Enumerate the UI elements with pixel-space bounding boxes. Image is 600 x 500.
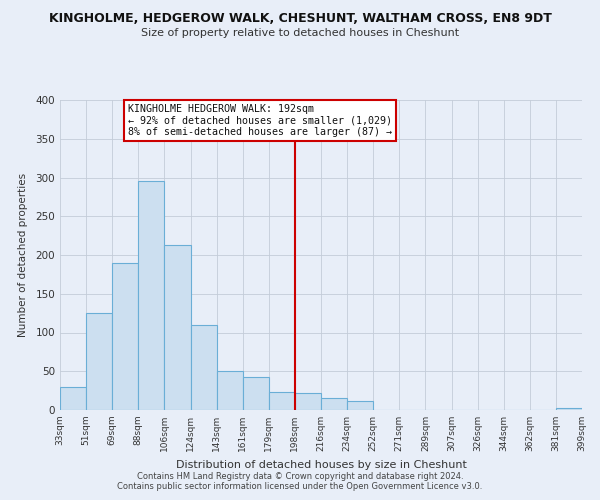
Bar bbox=[217, 371, 243, 410]
Text: KINGHOLME, HEDGEROW WALK, CHESHUNT, WALTHAM CROSS, EN8 9DT: KINGHOLME, HEDGEROW WALK, CHESHUNT, WALT… bbox=[49, 12, 551, 26]
Bar bbox=[86, 313, 112, 410]
Text: Size of property relative to detached houses in Cheshunt: Size of property relative to detached ho… bbox=[141, 28, 459, 38]
Bar bbox=[139, 182, 164, 410]
Bar bbox=[191, 325, 217, 410]
Bar bbox=[243, 376, 269, 410]
Bar bbox=[112, 263, 139, 410]
Bar bbox=[556, 408, 582, 410]
Text: Contains HM Land Registry data © Crown copyright and database right 2024.: Contains HM Land Registry data © Crown c… bbox=[137, 472, 463, 481]
Bar bbox=[321, 398, 347, 410]
Bar bbox=[269, 392, 295, 410]
X-axis label: Distribution of detached houses by size in Cheshunt: Distribution of detached houses by size … bbox=[176, 460, 466, 469]
Bar bbox=[60, 387, 86, 410]
Bar bbox=[347, 402, 373, 410]
Bar bbox=[295, 393, 321, 410]
Text: Contains public sector information licensed under the Open Government Licence v3: Contains public sector information licen… bbox=[118, 482, 482, 491]
Y-axis label: Number of detached properties: Number of detached properties bbox=[19, 173, 28, 337]
Bar bbox=[164, 245, 191, 410]
Text: KINGHOLME HEDGEROW WALK: 192sqm
← 92% of detached houses are smaller (1,029)
8% : KINGHOLME HEDGEROW WALK: 192sqm ← 92% of… bbox=[128, 104, 392, 137]
